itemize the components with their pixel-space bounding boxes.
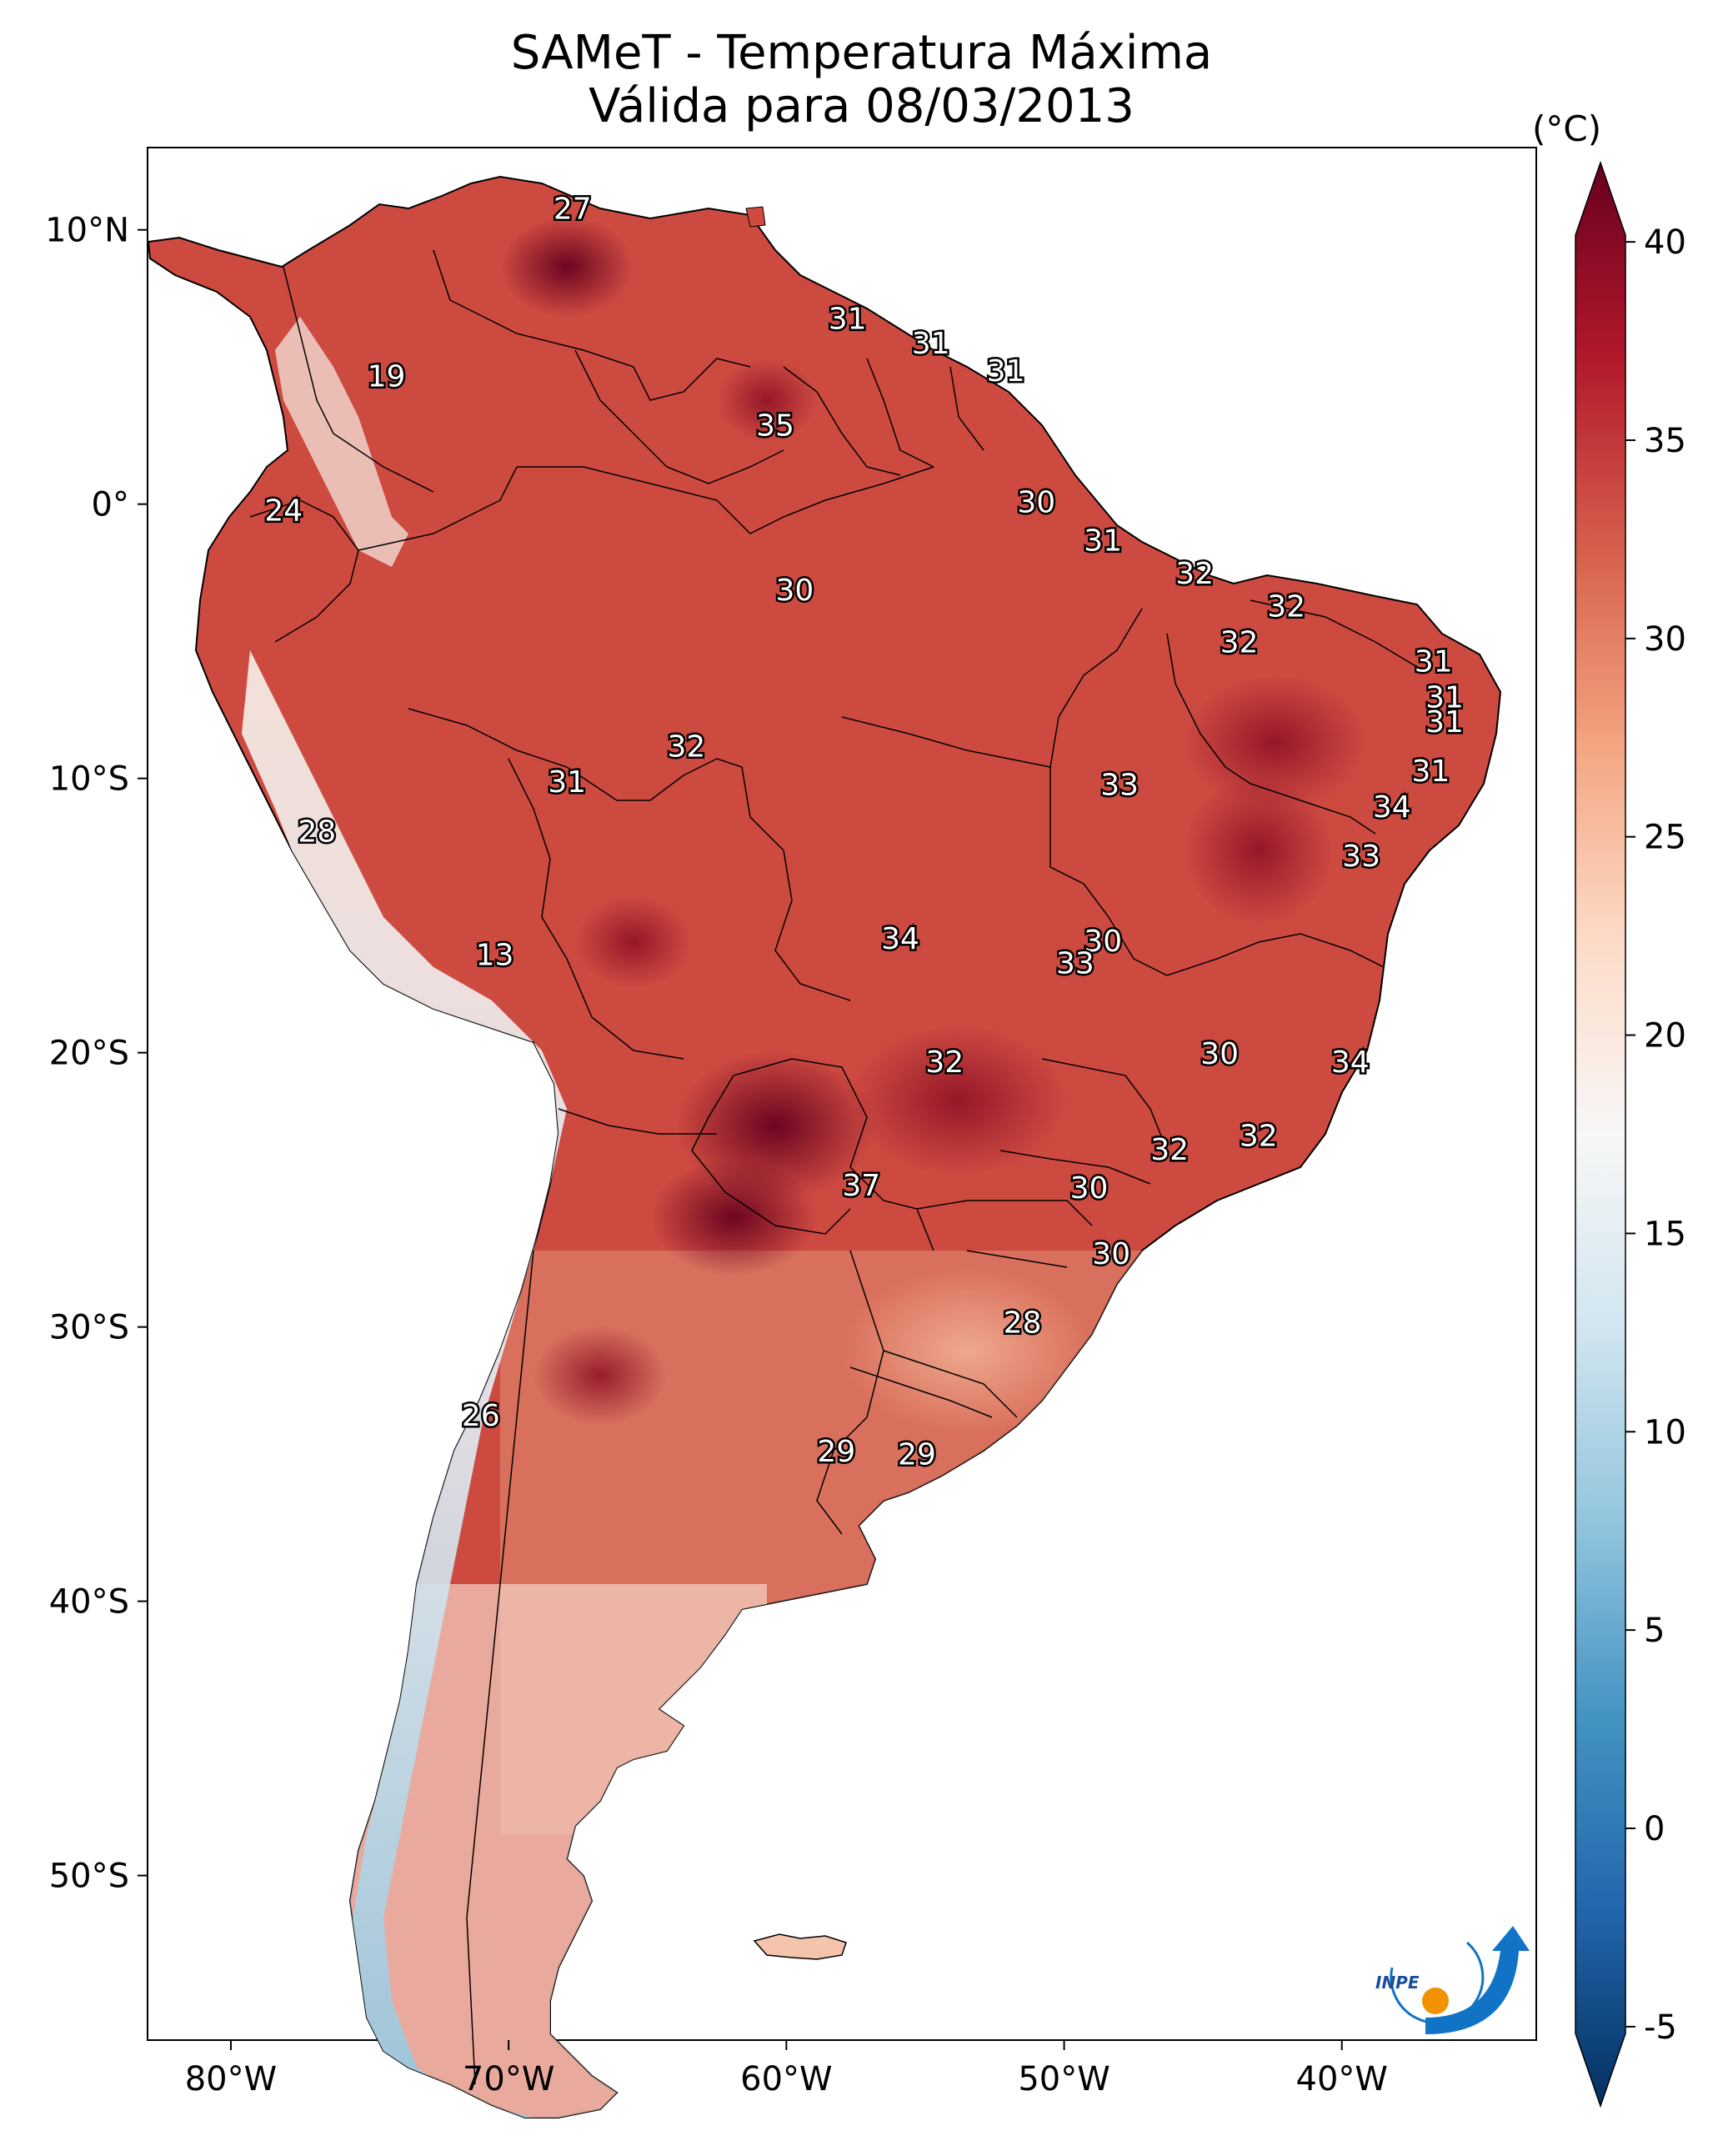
logo-arrow xyxy=(1425,1926,1530,2034)
temperature-label: 37 xyxy=(842,1169,880,1203)
colorbar-tick-label: -5 xyxy=(1644,2008,1677,2047)
temperature-label: 29 xyxy=(817,1435,855,1469)
temperature-label: 35 xyxy=(756,409,794,444)
temperature-label: 32 xyxy=(925,1045,964,1080)
temperature-label: 32 xyxy=(1240,1120,1278,1154)
temperature-label: 33 xyxy=(1100,769,1139,803)
map-title: SAMeT - Temperatura Máxima xyxy=(510,26,1213,80)
lat-tick-label: 40°S xyxy=(49,1583,129,1622)
temperature-label: 24 xyxy=(264,494,303,529)
temperature-label: 30 xyxy=(775,574,814,608)
temperature-label: 32 xyxy=(1220,625,1259,659)
logo-orange-dot xyxy=(1422,1988,1449,2014)
colorbar-ticks: -5 0 5 10 15 20 25 30 35 40 xyxy=(1625,223,1686,2047)
latitude-axis: 10°N 0° 10°S 20°S 30°S 40°S 50°S xyxy=(45,212,148,1896)
lon-tick-label: 40°W xyxy=(1296,2060,1388,2098)
temperature-label: 31 xyxy=(1425,705,1464,740)
temperature-label: 32 xyxy=(1175,557,1214,591)
temperature-label: 27 xyxy=(553,193,592,227)
temperature-label: 28 xyxy=(298,815,336,849)
colorbar-unit: (°C) xyxy=(1532,108,1602,149)
lon-tick-label: 60°W xyxy=(740,2060,832,2098)
temperature-label: 31 xyxy=(1415,644,1453,679)
logo-text: INPE xyxy=(1375,1973,1420,1993)
temperature-label: 31 xyxy=(829,302,867,336)
lat-tick-label: 30°S xyxy=(49,1309,129,1347)
colorbar-tick-label: 0 xyxy=(1644,1810,1665,1848)
temperature-label: 30 xyxy=(1070,1171,1109,1206)
temperature-label: 34 xyxy=(1373,790,1411,825)
temperature-label: 13 xyxy=(476,939,514,973)
temperature-label: 30 xyxy=(1017,486,1055,520)
temperature-label: 33 xyxy=(1342,840,1380,874)
colorbar-bar xyxy=(1575,160,1626,2108)
temperature-label: 34 xyxy=(881,922,919,956)
lat-tick-label: 20°S xyxy=(49,1035,129,1073)
temperature-label: 32 xyxy=(1150,1133,1189,1167)
temperature-label: 31 xyxy=(1084,524,1122,559)
temperature-label: 30 xyxy=(1092,1237,1130,1271)
colorbar-tick-label: 25 xyxy=(1644,819,1686,857)
temperature-label: 28 xyxy=(1004,1306,1042,1340)
continent-land xyxy=(147,175,1502,2118)
map-subtitle: Válida para 08/03/2013 xyxy=(589,79,1134,133)
temperature-label: 30 xyxy=(1200,1037,1239,1071)
temperature-label: 33 xyxy=(1056,946,1094,980)
lat-tick-label: 0° xyxy=(92,486,129,524)
colorbar-tick-label: 30 xyxy=(1644,620,1686,659)
temperature-label: 26 xyxy=(462,1399,500,1433)
colorbar-tick-label: 20 xyxy=(1644,1017,1686,1055)
temperature-label: 31 xyxy=(548,765,586,800)
temperature-label: 31 xyxy=(912,327,950,361)
temperature-label: 29 xyxy=(898,1437,936,1472)
temperature-label: 31 xyxy=(1411,755,1450,789)
temperature-label: 32 xyxy=(1267,590,1305,624)
temperature-label: 32 xyxy=(668,730,706,764)
lon-tick-label: 70°W xyxy=(463,2060,554,2098)
lon-tick-label: 80°W xyxy=(185,2060,277,2098)
country-borders xyxy=(249,249,1418,2085)
lat-tick-label: 50°S xyxy=(49,1858,129,1896)
temperature-label: 31 xyxy=(987,354,1025,389)
longitude-axis: 80°W 70°W 60°W 50°W 40°W xyxy=(185,2040,1388,2098)
colorbar-tick-label: 40 xyxy=(1644,223,1686,262)
lon-tick-label: 50°W xyxy=(1018,2060,1109,2098)
inpe-logo: INPE xyxy=(1375,1926,1530,2034)
lat-tick-label: 10°N xyxy=(45,212,129,250)
temperature-label: 31 xyxy=(1425,680,1464,714)
colorbar-tick-label: 10 xyxy=(1644,1413,1686,1452)
colorbar-tick-label: 15 xyxy=(1644,1215,1686,1253)
colorbar-tick-label: 5 xyxy=(1644,1612,1665,1650)
lat-tick-label: 10°S xyxy=(49,760,129,799)
colorbar: -5 0 5 10 15 20 25 30 35 40 xyxy=(1575,160,1686,2108)
colorbar-tick-label: 35 xyxy=(1644,422,1686,460)
temperature-label: 19 xyxy=(368,359,406,394)
temperature-label: 30 xyxy=(1084,925,1122,959)
temperature-label: 34 xyxy=(1331,1045,1370,1080)
